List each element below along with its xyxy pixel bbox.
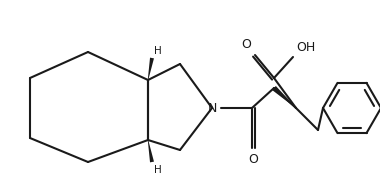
- Text: OH: OH: [296, 41, 315, 54]
- Text: H: H: [154, 46, 162, 56]
- Text: N: N: [207, 102, 217, 114]
- Text: H: H: [154, 165, 162, 175]
- Polygon shape: [148, 58, 154, 80]
- Polygon shape: [148, 140, 154, 162]
- Text: O: O: [241, 38, 251, 51]
- Text: O: O: [248, 153, 258, 166]
- Polygon shape: [272, 86, 296, 108]
